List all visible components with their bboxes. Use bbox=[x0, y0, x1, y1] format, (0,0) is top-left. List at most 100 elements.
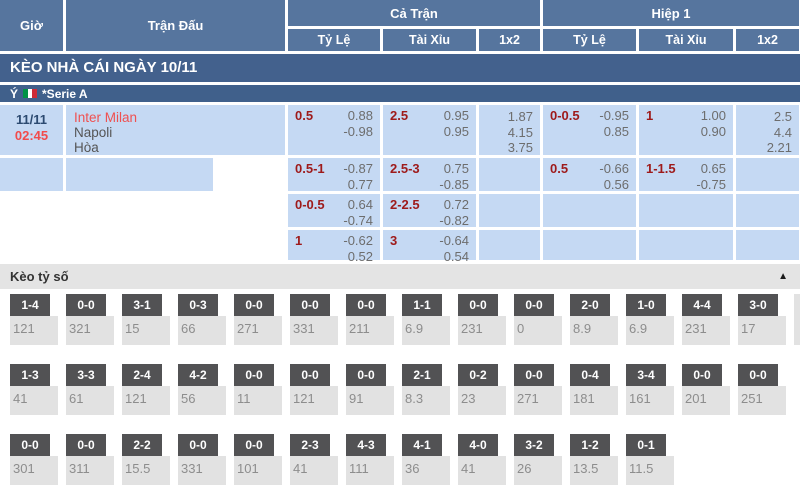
score-odds-value: 8.9 bbox=[570, 316, 618, 345]
score-odds-cell[interactable]: 0-0 231 bbox=[458, 294, 506, 345]
odds-cell-ft-hdp[interactable]: 1 -0.62 0.52 bbox=[288, 230, 380, 264]
score-odds-cell[interactable]: 1-0 6.9 bbox=[626, 294, 674, 345]
correct-score-header[interactable]: Kèo tỷ số ▲ bbox=[0, 264, 800, 289]
odds-cell-ft-1x2[interactable]: 1.87 4.15 3.75 bbox=[479, 105, 540, 155]
score-odds-value: 26 bbox=[514, 456, 562, 485]
odds-cell-ft-ou[interactable]: 2.5 0.95 0.95 bbox=[383, 105, 476, 155]
score-odds-value: 56 bbox=[178, 386, 226, 415]
score-odds-cell[interactable]: 2-1 8.3 bbox=[402, 364, 450, 415]
score-odds-cell[interactable]: 0-0 91 bbox=[346, 364, 394, 415]
col-header-ft-handicap: Tỷ Lệ bbox=[288, 29, 380, 51]
score-odds-cell[interactable]: 1-1 6.9 bbox=[402, 294, 450, 345]
score-odds-cell[interactable]: 0-0 251 bbox=[738, 364, 786, 415]
odds-cell-h1-1x2[interactable]: 2.5 4.4 2.21 bbox=[736, 105, 799, 155]
score-label: 0-0 bbox=[458, 294, 498, 316]
score-odds-value: 8.3 bbox=[402, 386, 450, 415]
odds-cell-ft-ou[interactable]: 3 -0.64 0.54 bbox=[383, 230, 476, 264]
score-odds-cell[interactable]: 1-4 121 bbox=[10, 294, 58, 345]
score-odds-value: 121 bbox=[290, 386, 338, 415]
score-odds-cell[interactable]: 3-1 15 bbox=[122, 294, 170, 345]
score-row: 0-0 301 0-0 311 2-2 15.5 0-0 331 0-0 101 2-3 41 4-3 1… bbox=[10, 434, 800, 485]
odds-cell-h1-ou[interactable]: 1 1.00 0.90 bbox=[639, 105, 733, 155]
handicap-line: 0.5-1 bbox=[295, 161, 325, 176]
odds-cell-h1-1x2[interactable] bbox=[736, 194, 799, 227]
odds-cell-ft-hdp[interactable]: 0.5 0.88 -0.98 bbox=[288, 105, 380, 155]
score-odds-cell[interactable]: 4-4 231 bbox=[682, 294, 730, 345]
odds-cell-h1-ou[interactable] bbox=[639, 194, 733, 227]
score-odds-cell[interactable]: 0-0 101 bbox=[234, 434, 282, 485]
odds-cell-h1-ou[interactable] bbox=[639, 230, 733, 260]
odds-values: 0.64 -0.74 bbox=[343, 197, 373, 228]
score-odds-cell[interactable]: 0-2 23 bbox=[458, 364, 506, 415]
odds-cell-h1-hdp[interactable]: 0.5 -0.66 0.56 bbox=[543, 158, 636, 192]
score-odds-cell[interactable]: 4-0 41 bbox=[458, 434, 506, 485]
score-label: 2-2 bbox=[122, 434, 162, 456]
odds-cell-h1-hdp[interactable] bbox=[543, 230, 636, 260]
score-row: 1-3 41 3-3 61 2-4 121 4-2 56 0-0 11 0-0 121 0-0 91 2-1… bbox=[10, 364, 800, 415]
odds-cell-h1-1x2[interactable] bbox=[736, 158, 799, 191]
score-odds-cell[interactable]: 2-0 8.9 bbox=[570, 294, 618, 345]
score-odds-cell[interactable]: 0-0 0 bbox=[514, 294, 562, 345]
odds-cell-ft-ou[interactable]: 2.5-3 0.75 -0.85 bbox=[383, 158, 476, 192]
score-odds-value: 66 bbox=[178, 316, 226, 345]
score-odds-cell[interactable]: 1-2 13.5 bbox=[570, 434, 618, 485]
score-odds-cell[interactable]: 3-3 61 bbox=[66, 364, 114, 415]
odds-cell-h1-hdp[interactable] bbox=[543, 194, 636, 227]
score-odds-cell[interactable]: 4-1 36 bbox=[402, 434, 450, 485]
league-bar[interactable]: Ý *Serie A bbox=[0, 85, 800, 102]
odds-value: 0.64 bbox=[347, 197, 373, 212]
score-odds-cell[interactable]: 0-0 121 bbox=[290, 364, 338, 415]
odds-cell-h1-hdp[interactable]: 0-0.5 -0.95 0.85 bbox=[543, 105, 636, 155]
score-odds-cell[interactable]: 4-2 56 bbox=[178, 364, 226, 415]
odds-values: -0.64 0.54 bbox=[439, 233, 469, 264]
odds-cell-h1-ou[interactable]: 1-1.5 0.65 -0.75 bbox=[639, 158, 733, 192]
odds-value: 1.87 bbox=[507, 109, 533, 124]
score-odds-cell[interactable]: 2-4 121 bbox=[122, 364, 170, 415]
correct-score-grid: 1-4 121 0-0 321 3-1 15 0-3 66 0-0 271 0-0 331 0-0 211… bbox=[0, 294, 800, 485]
score-odds-cell[interactable]: 0-0 331 bbox=[178, 434, 226, 485]
odds-cell-ft-1x2[interactable] bbox=[479, 230, 540, 260]
away-team-link[interactable]: Napoli bbox=[74, 125, 113, 140]
score-odds-cell[interactable]: 0-1 11.5 bbox=[626, 434, 674, 485]
score-odds-cell[interactable]: 0-0 331 bbox=[290, 294, 338, 345]
odds-value: 0.75 bbox=[443, 161, 469, 176]
score-odds-cell[interactable]: 0-0 201 bbox=[682, 364, 730, 415]
score-label: 2-4 bbox=[122, 364, 162, 386]
score-odds-cell[interactable]: 3-0 17 bbox=[738, 294, 786, 345]
score-odds-cell[interactable]: 0-0 271 bbox=[514, 364, 562, 415]
odds-cell-ft-1x2[interactable] bbox=[479, 194, 540, 227]
correct-score-title: Kèo tỷ số bbox=[10, 269, 69, 284]
score-odds-value: 11.5 bbox=[626, 456, 674, 485]
handicap-line: 2-2.5 bbox=[390, 197, 420, 212]
odds-value: 0.95 bbox=[443, 108, 469, 123]
score-odds-cell[interactable]: 0-0 311 bbox=[66, 434, 114, 485]
score-label: 0-0 bbox=[234, 434, 274, 456]
draw-label: Hòa bbox=[74, 140, 99, 155]
score-odds-cell[interactable]: 0-4 181 bbox=[570, 364, 618, 415]
col-header-h1-1x2: 1x2 bbox=[736, 29, 799, 51]
score-odds-value: 23 bbox=[458, 386, 506, 415]
odds-cell-ft-ou[interactable]: 2-2.5 0.72 -0.82 bbox=[383, 194, 476, 228]
score-odds-cell[interactable]: 4-3 111 bbox=[346, 434, 394, 485]
odds-cell-ft-1x2[interactable] bbox=[479, 158, 540, 191]
score-odds-cell[interactable]: 0-0 321 bbox=[66, 294, 114, 345]
odds-value: 3.75 bbox=[507, 140, 533, 155]
score-label: 0-1 bbox=[626, 434, 666, 456]
score-odds-cell[interactable]: 1-3 41 bbox=[10, 364, 58, 415]
home-team-link[interactable]: Inter Milan bbox=[74, 110, 138, 125]
score-odds-cell[interactable]: 0-0 301 bbox=[10, 434, 58, 485]
odds-cell-ft-hdp[interactable]: 0.5-1 -0.87 0.77 bbox=[288, 158, 380, 192]
score-odds-cell[interactable]: 0-0 211 bbox=[346, 294, 394, 345]
score-label: 4-3 bbox=[346, 434, 386, 456]
odds-cell-ft-hdp[interactable]: 0-0.5 0.64 -0.74 bbox=[288, 194, 380, 228]
score-odds-cell[interactable]: 0-3 66 bbox=[178, 294, 226, 345]
score-odds-cell[interactable]: 0-0 271 bbox=[234, 294, 282, 345]
score-odds-cell[interactable]: 0-0 11 bbox=[234, 364, 282, 415]
score-odds-cell[interactable]: 2-2 15.5 bbox=[122, 434, 170, 485]
score-odds-cell[interactable]: 3-2 26 bbox=[514, 434, 562, 485]
score-odds-cell[interactable]: 3-4 161 bbox=[626, 364, 674, 415]
collapse-arrow-icon[interactable]: ▲ bbox=[778, 271, 788, 282]
score-odds-cell[interactable]: 2-3 41 bbox=[290, 434, 338, 485]
odds-cell-h1-1x2[interactable] bbox=[736, 230, 799, 260]
score-odds-value: 15.5 bbox=[122, 456, 170, 485]
